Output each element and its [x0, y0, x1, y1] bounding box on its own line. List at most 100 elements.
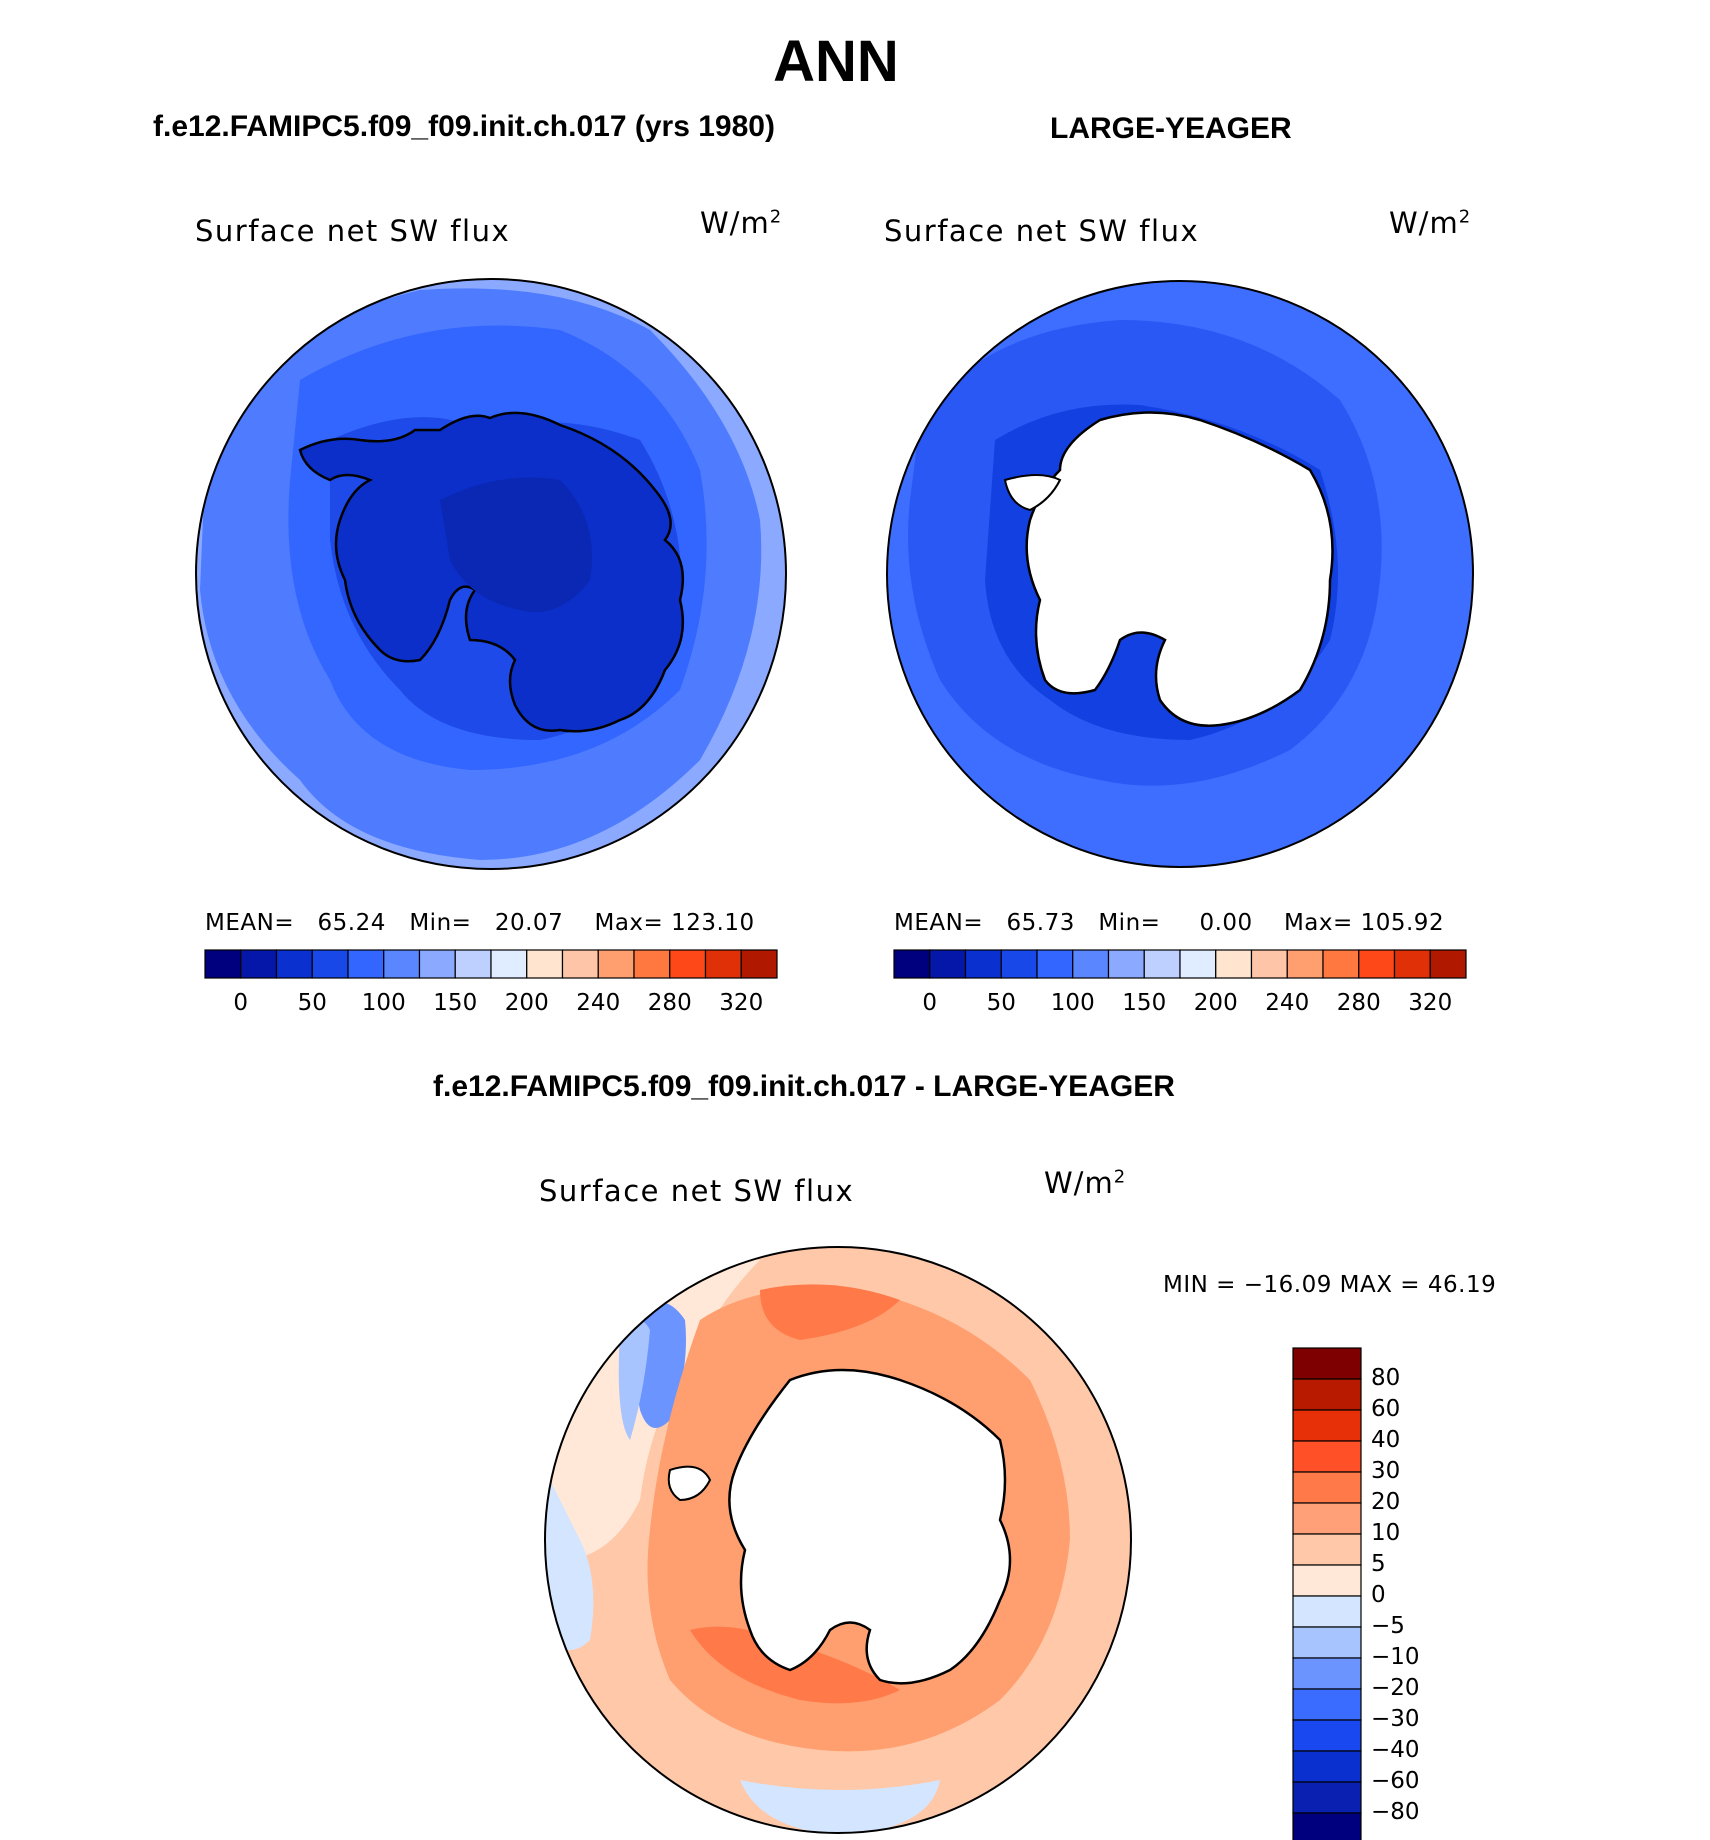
colorbar-difference-tick-label: −10: [1371, 1644, 1420, 1670]
colorbar-1-tick-label: 0: [233, 990, 249, 1016]
colorbar-1-swatch: [418, 949, 456, 979]
colorbar-difference-tick-label: 30: [1371, 1458, 1401, 1484]
colorbar-2-tick-label: 100: [1050, 990, 1095, 1016]
panel-2-header: LARGE-YEAGER: [1050, 112, 1292, 145]
map2-border: [886, 280, 1474, 868]
colorbar-difference-swatch: [1292, 1657, 1362, 1690]
colorbar-2-swatch: [1322, 949, 1360, 979]
panel-1-stats: MEAN= 65.24 Min= 20.07 Max= 123.10: [205, 910, 755, 936]
diff-drake-negative-light: [618, 1320, 650, 1440]
colorbar-difference-tick-label: 0: [1371, 1582, 1386, 1608]
colorbar-difference-tick-label: −5: [1371, 1613, 1405, 1639]
colorbar-2-tick-label: 240: [1265, 990, 1310, 1016]
colorbar-1-swatch: [740, 949, 778, 979]
colorbar-difference-tick-label: 80: [1371, 1365, 1401, 1391]
colorbar-panel-1: [204, 949, 778, 979]
colorbar-1-swatch: [204, 949, 242, 979]
diff-south-light: [740, 1780, 940, 1833]
colorbar-1-swatch: [311, 949, 349, 979]
colorbar-1-swatch: [240, 949, 278, 979]
colorbar-2-swatch: [1250, 949, 1288, 979]
colorbar-1-swatch: [275, 949, 313, 979]
diff-west-negative: [545, 1470, 594, 1650]
difference-header: f.e12.FAMIPC5.f09_f09.init.ch.017 - LARG…: [433, 1070, 1175, 1103]
colorbar-1-swatch: [526, 949, 564, 979]
colorbar-2-tick-label: 50: [986, 990, 1016, 1016]
colorbar-difference-swatch: [1292, 1378, 1362, 1411]
colorbar-1-tick-label: 280: [647, 990, 692, 1016]
panel-2-stats: MEAN= 65.73 Min= 0.00 Max= 105.92: [894, 910, 1445, 936]
colorbar-2-swatch: [893, 949, 931, 979]
colorbar-2-swatch: [1286, 949, 1324, 979]
colorbar-2-swatch: [964, 949, 1002, 979]
colorbar-1-swatch: [633, 949, 671, 979]
colorbar-2-tick-label: 150: [1122, 990, 1167, 1016]
colorbar-difference-tick-label: −40: [1371, 1737, 1420, 1763]
map1-plateau: [440, 477, 592, 612]
colorbar-difference-swatch: [1292, 1781, 1362, 1814]
diff-positive-north: [760, 1284, 900, 1340]
colorbar-1-swatch: [704, 949, 742, 979]
colorbar-difference-swatch: [1292, 1750, 1362, 1783]
colorbar-difference-tick-label: −60: [1371, 1768, 1420, 1794]
colorbar-2-swatch: [1107, 949, 1145, 979]
colorbar-difference-tick-label: 20: [1371, 1489, 1401, 1515]
colorbar-difference-swatch: [1292, 1688, 1362, 1721]
colorbar-difference-swatch: [1292, 1626, 1362, 1659]
colorbar-2-swatch: [1215, 949, 1253, 979]
colorbar-1-swatch: [490, 949, 528, 979]
diff-antarctica: [728, 1368, 1012, 1685]
colorbar-difference-tick-label: 40: [1371, 1427, 1401, 1453]
panel-1-units: W/m2: [700, 206, 783, 240]
panel-1-header: f.e12.FAMIPC5.f09_f09.init.ch.017 (yrs 1…: [153, 110, 775, 143]
colorbar-1-tick-label: 320: [719, 990, 764, 1016]
colorbar-panel-2: [893, 949, 1467, 979]
map-difference: [545, 1247, 1131, 1833]
colorbar-1-swatch: [597, 949, 635, 979]
colorbar-2-swatch: [1393, 949, 1431, 979]
difference-variable: Surface net SW flux: [539, 1174, 855, 1208]
colorbar-1-swatch: [669, 949, 707, 979]
colorbar-2-swatch: [1179, 949, 1217, 979]
colorbar-difference-swatch: [1292, 1471, 1362, 1504]
colorbar-2-tick-label: 320: [1408, 990, 1453, 1016]
colorbar-difference-tick-label: −20: [1371, 1675, 1420, 1701]
colorbar-2-swatch: [1429, 949, 1467, 979]
colorbar-difference-tick-label: 5: [1371, 1551, 1386, 1577]
map-panel-2: [887, 281, 1473, 867]
panel-1-variable: Surface net SW flux: [195, 214, 511, 248]
colorbar-difference-swatch: [1292, 1595, 1362, 1628]
difference-minmax: MIN = −16.09 MAX = 46.19: [1163, 1272, 1497, 1298]
colorbar-difference-swatch: [1292, 1409, 1362, 1442]
map2-ross-ice: [1003, 474, 1062, 512]
colorbar-difference-swatch: [1292, 1812, 1362, 1840]
map-panel-1: [196, 279, 786, 869]
panel-2-variable: Surface net SW flux: [884, 214, 1200, 248]
colorbar-1-tick-label: 240: [576, 990, 621, 1016]
colorbar-difference-swatch: [1292, 1564, 1362, 1597]
colorbar-difference-swatch: [1292, 1719, 1362, 1752]
colorbar-difference-swatch: [1292, 1347, 1362, 1380]
colorbar-difference-tick-label: −30: [1371, 1706, 1420, 1732]
colorbar-difference-swatch: [1292, 1502, 1362, 1535]
colorbar-2-tick-label: 200: [1193, 990, 1238, 1016]
colorbar-2-swatch: [1000, 949, 1038, 979]
map1-border: [195, 278, 787, 870]
colorbar-1-tick-label: 50: [297, 990, 327, 1016]
main-title: ANN: [773, 29, 899, 94]
colorbar-difference-tick-label: −80: [1371, 1799, 1420, 1825]
colorbar-2-swatch: [929, 949, 967, 979]
colorbar-2-swatch: [1072, 949, 1110, 979]
colorbar-difference-swatch: [1292, 1440, 1362, 1473]
colorbar-2-swatch: [1358, 949, 1396, 979]
colorbar-1-swatch: [347, 949, 385, 979]
map2-ice-region: [1025, 411, 1334, 727]
panel-2-units: W/m2: [1389, 206, 1472, 240]
colorbar-1-tick-label: 150: [433, 990, 478, 1016]
colorbar-2-swatch: [1143, 949, 1181, 979]
colorbar-difference-swatch: [1292, 1533, 1362, 1566]
difference-units: W/m2: [1044, 1166, 1127, 1200]
colorbar-2-tick-label: 0: [922, 990, 938, 1016]
